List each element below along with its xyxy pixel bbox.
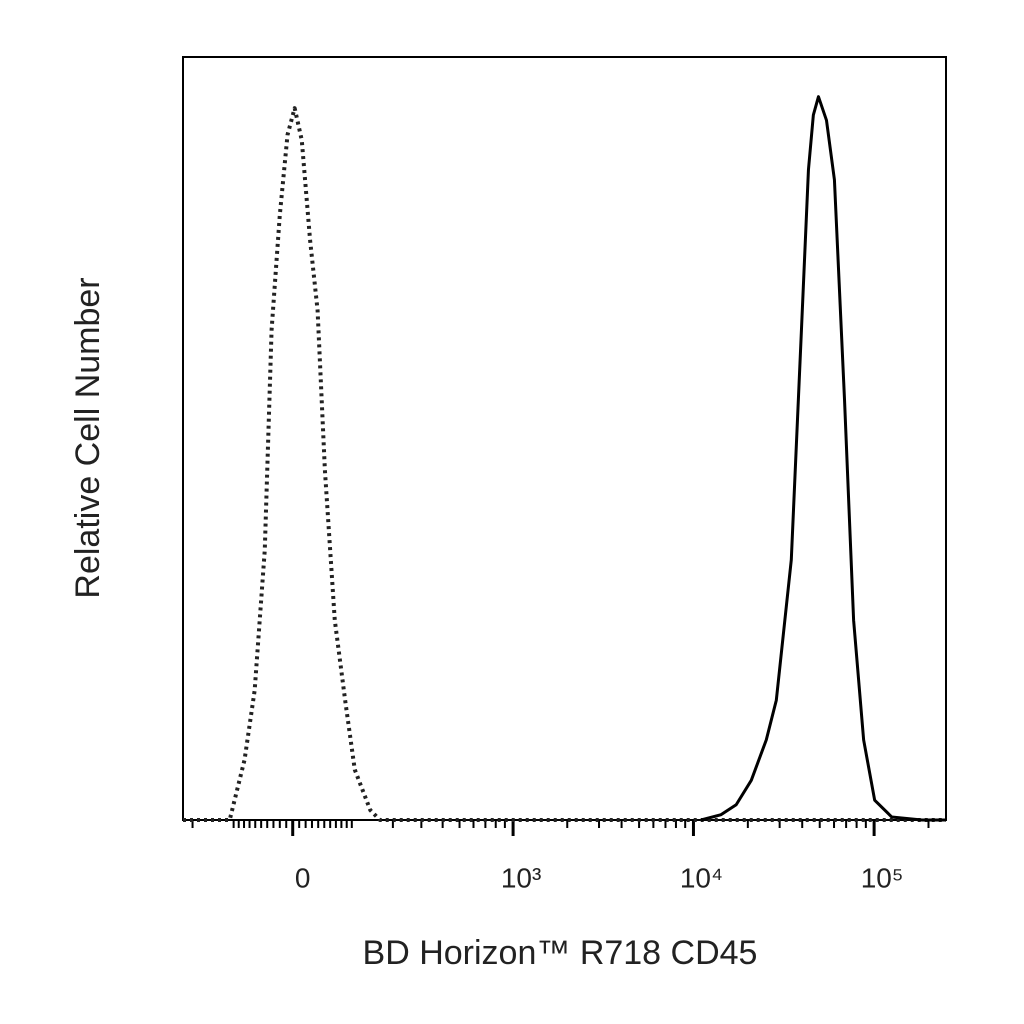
x-tick-label: 0 — [295, 862, 311, 893]
x-tick-label: 10⁵ — [861, 862, 904, 893]
plot-frame — [182, 56, 947, 821]
x-axis-label: BD Horizon™ R718 CD45 — [363, 934, 758, 972]
histogram-line — [183, 106, 946, 822]
y-axis-label: Relative Cell Number — [69, 277, 107, 598]
x-tick-label: 10⁴ — [680, 862, 723, 893]
histogram-line — [700, 95, 946, 822]
x-tick-label: 10³ — [501, 862, 541, 893]
